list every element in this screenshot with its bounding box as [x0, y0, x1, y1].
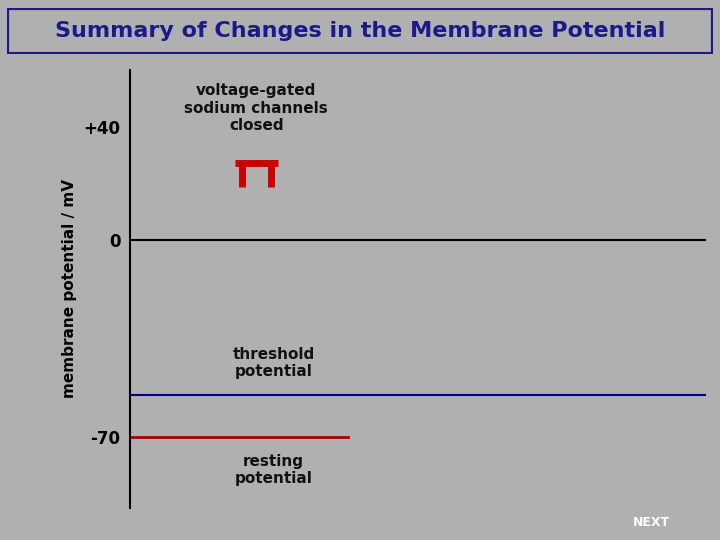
Text: Summary of Changes in the Membrane Potential: Summary of Changes in the Membrane Poten… [55, 21, 665, 41]
Text: voltage-gated
sodium channels
closed: voltage-gated sodium channels closed [184, 83, 328, 133]
Text: threshold
potential: threshold potential [233, 347, 315, 379]
Text: resting
potential: resting potential [235, 454, 312, 487]
Y-axis label: membrane potential / mV: membrane potential / mV [62, 179, 76, 399]
Text: NEXT: NEXT [633, 516, 670, 529]
